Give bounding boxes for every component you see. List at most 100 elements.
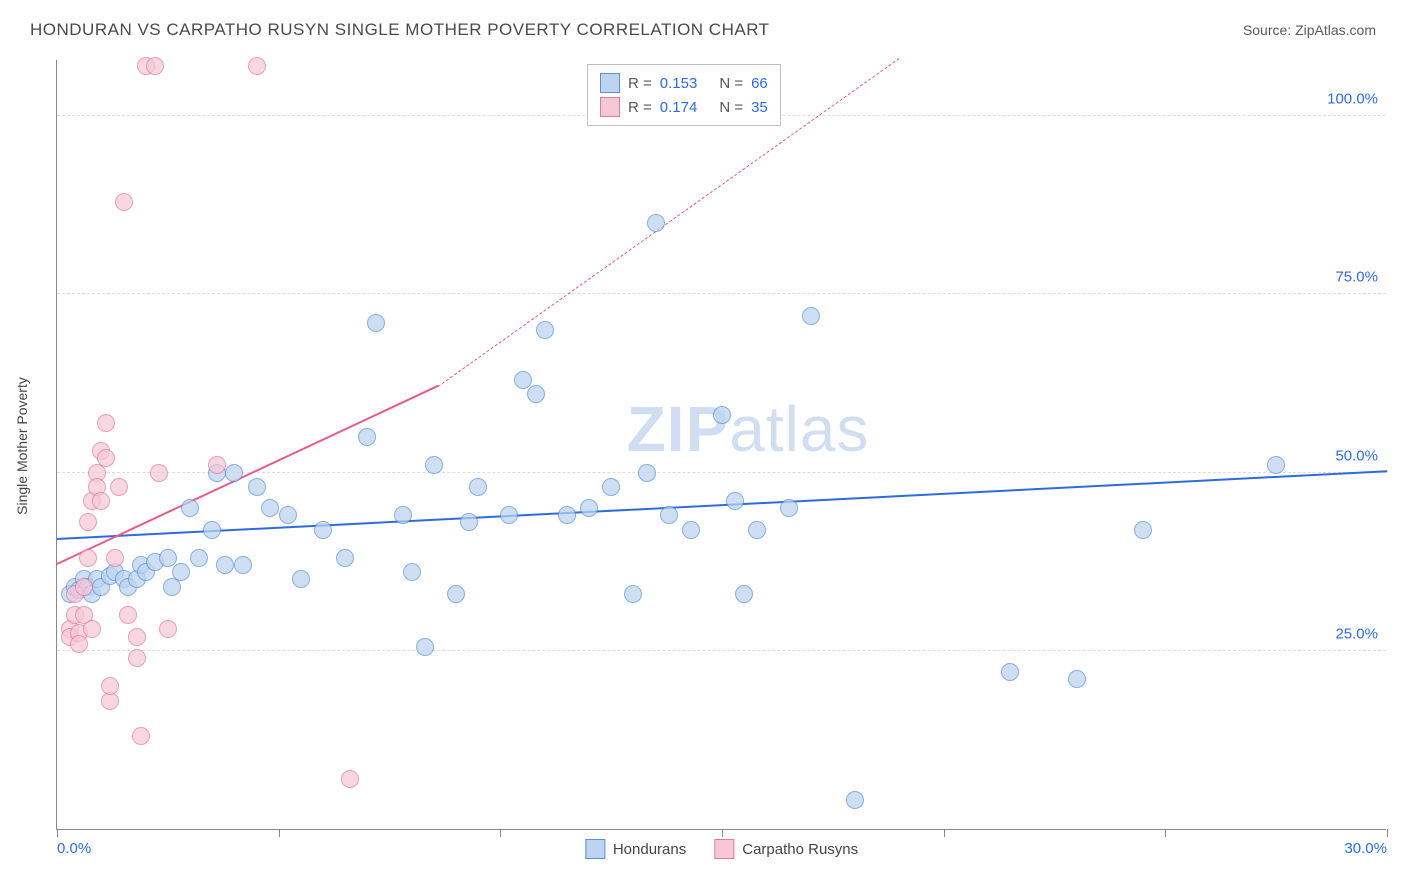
data-point xyxy=(425,456,443,474)
data-point xyxy=(279,506,297,524)
data-point xyxy=(101,677,119,695)
legend-row: R = 0.153 N = 66 xyxy=(600,71,768,95)
data-point xyxy=(367,314,385,332)
legend-label: Carpatho Rusyns xyxy=(742,841,858,858)
legend-swatch xyxy=(600,97,620,117)
data-point xyxy=(314,521,332,539)
data-point xyxy=(394,506,412,524)
series-legend: Hondurans Carpatho Rusyns xyxy=(585,839,858,859)
data-point xyxy=(132,727,150,745)
data-point xyxy=(682,521,700,539)
data-point xyxy=(203,521,221,539)
data-point xyxy=(83,620,101,638)
data-point xyxy=(225,464,243,482)
data-point xyxy=(70,635,88,653)
data-point xyxy=(128,649,146,667)
data-point xyxy=(1001,663,1019,681)
data-point xyxy=(846,791,864,809)
data-point xyxy=(558,506,576,524)
data-point xyxy=(638,464,656,482)
data-point xyxy=(726,492,744,510)
chart-title: HONDURAN VS CARPATHO RUSYN SINGLE MOTHER… xyxy=(30,20,770,40)
r-value: 0.153 xyxy=(660,75,698,92)
data-point xyxy=(1267,456,1285,474)
n-label: N = xyxy=(719,99,743,116)
data-point xyxy=(1068,670,1086,688)
x-tick xyxy=(1165,829,1166,837)
y-tick-label: 25.0% xyxy=(1335,625,1378,642)
data-point xyxy=(146,57,164,75)
watermark: ZIPatlas xyxy=(627,392,870,466)
scatter-chart: ZIPatlas 25.0%50.0%75.0%100.0%0.0%30.0%R… xyxy=(56,60,1386,830)
data-point xyxy=(261,499,279,517)
legend-swatch xyxy=(714,839,734,859)
legend-swatch xyxy=(585,839,605,859)
data-point xyxy=(79,549,97,567)
y-tick-label: 75.0% xyxy=(1335,269,1378,286)
data-point xyxy=(341,770,359,788)
data-point xyxy=(97,449,115,467)
y-axis-title: Single Mother Poverty xyxy=(14,377,30,515)
data-point xyxy=(248,478,266,496)
data-point xyxy=(460,513,478,531)
data-point xyxy=(403,563,421,581)
n-value: 66 xyxy=(751,75,768,92)
data-point xyxy=(647,214,665,232)
data-point xyxy=(536,321,554,339)
legend-item: Hondurans xyxy=(585,839,686,859)
gridline xyxy=(57,293,1386,294)
x-tick xyxy=(944,829,945,837)
data-point xyxy=(110,478,128,496)
data-point xyxy=(159,620,177,638)
data-point xyxy=(416,638,434,656)
data-point xyxy=(469,478,487,496)
y-tick-label: 100.0% xyxy=(1327,91,1378,108)
x-tick-label: 0.0% xyxy=(57,840,91,857)
data-point xyxy=(115,193,133,211)
legend-row: R = 0.174N = 35 xyxy=(600,95,768,119)
legend-label: Hondurans xyxy=(613,841,686,858)
correlation-legend: R = 0.153 N = 66R = 0.174 N = 35 xyxy=(587,64,781,126)
x-tick-label: 30.0% xyxy=(1344,840,1387,857)
n-label: N = xyxy=(719,75,743,92)
data-point xyxy=(602,478,620,496)
data-point xyxy=(128,628,146,646)
data-point xyxy=(150,464,168,482)
chart-source: Source: ZipAtlas.com xyxy=(1243,22,1376,38)
data-point xyxy=(190,549,208,567)
data-point xyxy=(181,499,199,517)
data-point xyxy=(234,556,252,574)
r-value: 0.174 xyxy=(660,99,698,116)
data-point xyxy=(92,492,110,510)
data-point xyxy=(447,585,465,603)
legend-item: Carpatho Rusyns xyxy=(714,839,858,859)
n-value: 35 xyxy=(751,99,768,116)
data-point xyxy=(79,513,97,531)
data-point xyxy=(248,57,266,75)
legend-swatch xyxy=(600,73,620,93)
data-point xyxy=(216,556,234,574)
data-point xyxy=(172,563,190,581)
x-tick xyxy=(1387,829,1388,837)
data-point xyxy=(527,385,545,403)
r-label: R = xyxy=(628,75,652,92)
data-point xyxy=(336,549,354,567)
data-point xyxy=(713,406,731,424)
trend-line xyxy=(57,385,439,565)
data-point xyxy=(580,499,598,517)
chart-header: HONDURAN VS CARPATHO RUSYN SINGLE MOTHER… xyxy=(0,0,1406,50)
data-point xyxy=(1134,521,1152,539)
data-point xyxy=(802,307,820,325)
data-point xyxy=(119,606,137,624)
data-point xyxy=(660,506,678,524)
data-point xyxy=(292,570,310,588)
data-point xyxy=(75,578,93,596)
x-tick xyxy=(57,829,58,837)
gridline xyxy=(57,650,1386,651)
data-point xyxy=(358,428,376,446)
x-tick xyxy=(500,829,501,837)
data-point xyxy=(514,371,532,389)
data-point xyxy=(780,499,798,517)
data-point xyxy=(748,521,766,539)
data-point xyxy=(97,414,115,432)
